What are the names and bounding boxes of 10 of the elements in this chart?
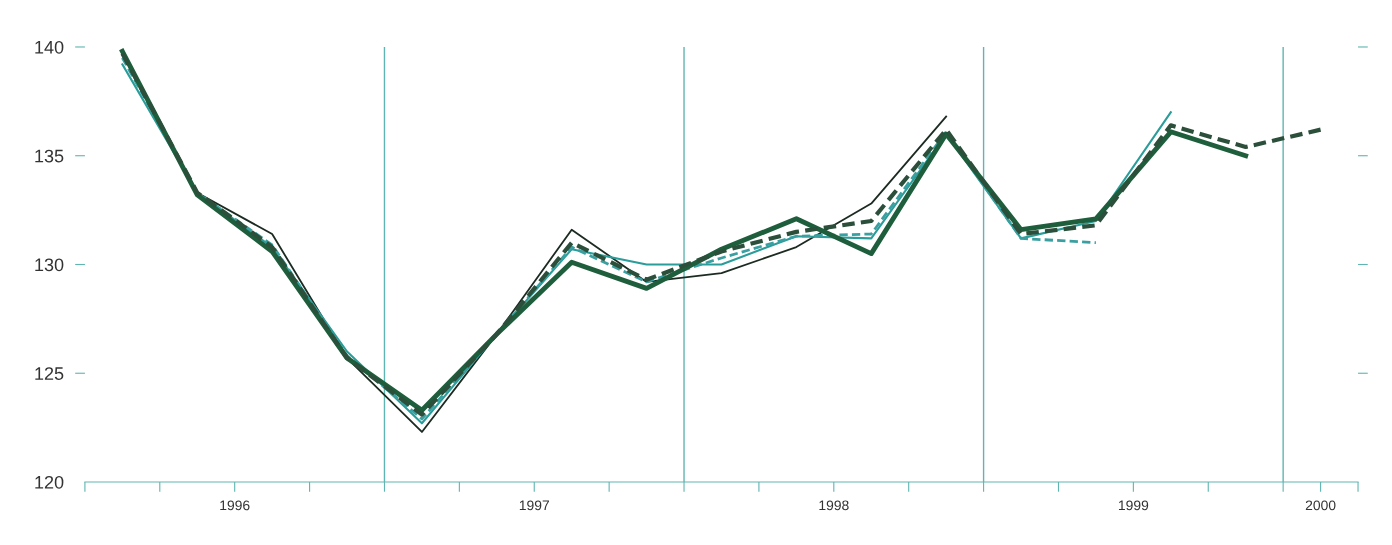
x-tick-label: 1998 xyxy=(819,500,849,511)
y-tick-label: 120 xyxy=(35,475,64,489)
x-tick-label: 2000 xyxy=(1305,500,1336,511)
y-tick-label: 140 xyxy=(35,40,64,54)
y-tick-label: 130 xyxy=(35,258,64,272)
x-tick-label: 1997 xyxy=(519,500,549,511)
y-tick-label: 125 xyxy=(35,367,64,380)
x-tick-label: 1999 xyxy=(1118,500,1149,511)
x-tick-label: 1996 xyxy=(220,500,250,511)
y-tick-label: 135 xyxy=(35,149,64,163)
